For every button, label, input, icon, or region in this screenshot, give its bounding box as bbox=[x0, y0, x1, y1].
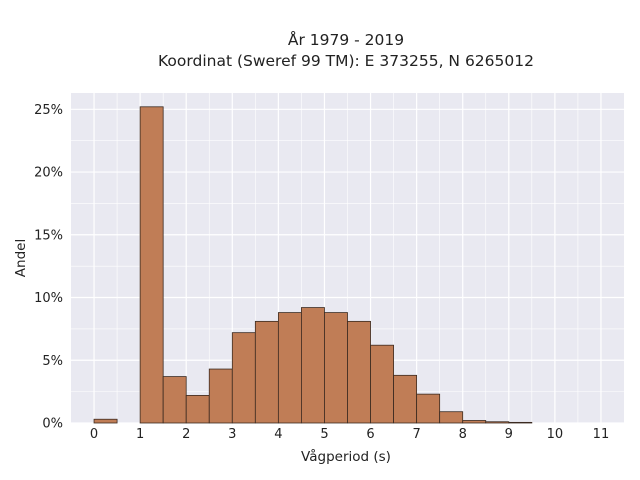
chart-title-line-2: Koordinat (Sweref 99 TM): E 373255, N 62… bbox=[158, 52, 534, 70]
y-tick-labels: 0% 5% 10% 15% 20% 25% bbox=[34, 103, 63, 432]
histogram-bar bbox=[208, 368, 233, 424]
histogram-bar bbox=[508, 421, 533, 424]
histogram-bar bbox=[370, 344, 394, 424]
x-tick-label: 3 bbox=[228, 427, 236, 442]
bars bbox=[93, 106, 533, 424]
histogram-bar bbox=[185, 394, 210, 424]
x-tick-label: 2 bbox=[182, 427, 190, 442]
x-tick-label: 1 bbox=[136, 427, 144, 442]
x-tick-label: 10 bbox=[547, 427, 564, 442]
y-axis-label: Andel bbox=[13, 239, 29, 277]
x-tick-label: 0 bbox=[90, 427, 98, 442]
histogram-bar bbox=[162, 376, 187, 424]
histogram-bar bbox=[393, 374, 418, 424]
x-tick-label: 8 bbox=[459, 427, 467, 442]
x-tick-label: 4 bbox=[274, 427, 282, 442]
x-tick-label: 11 bbox=[593, 427, 610, 442]
x-tick-label: 9 bbox=[505, 427, 513, 442]
histogram-bar bbox=[254, 320, 279, 424]
histogram-bar bbox=[485, 421, 510, 424]
y-tick-label: 5% bbox=[42, 354, 63, 369]
histogram-bar bbox=[416, 393, 441, 424]
histogram-bar bbox=[301, 307, 325, 424]
y-tick-label: 20% bbox=[34, 166, 63, 181]
y-tick-label: 10% bbox=[34, 291, 63, 306]
histogram-bar bbox=[347, 320, 371, 424]
x-tick-label: 6 bbox=[366, 427, 374, 442]
histogram-bar bbox=[231, 332, 256, 424]
y-tick-label: 15% bbox=[34, 228, 63, 243]
x-tick-label: 7 bbox=[412, 427, 420, 442]
x-axis-label: Vågperiod (s) bbox=[301, 448, 391, 465]
histogram-bar bbox=[277, 312, 302, 424]
histogram-bar bbox=[439, 411, 464, 424]
x-tick-label: 5 bbox=[320, 427, 328, 442]
x-tick-labels: 0 1 2 3 4 5 6 7 8 9 10 11 bbox=[90, 427, 609, 442]
y-tick-label: 25% bbox=[34, 103, 63, 118]
histogram-bar bbox=[93, 418, 118, 424]
histogram-bar bbox=[324, 312, 348, 424]
chart-title-line-1: År 1979 - 2019 bbox=[288, 30, 404, 49]
histogram-bar bbox=[462, 420, 487, 424]
y-tick-label: 0% bbox=[42, 417, 63, 432]
histogram-bar bbox=[139, 106, 164, 424]
